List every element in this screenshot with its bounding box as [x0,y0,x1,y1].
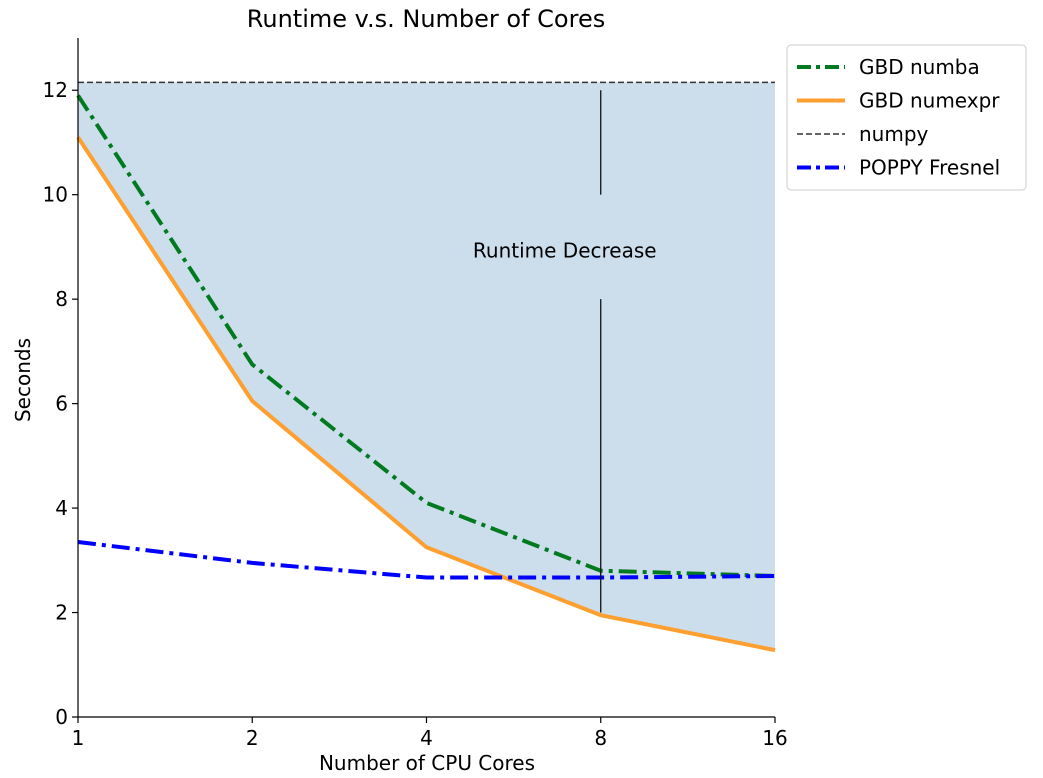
annotation-layer: Runtime Decrease [473,90,657,613]
x-tick-label: 4 [420,726,433,750]
legend-label-numpy: numpy [859,122,929,146]
legend-label-gbd-numexpr: GBD numexpr [859,89,1000,113]
legend-label-poppy-fresnel: POPPY Fresnel [859,156,1000,180]
legend: GBD numba GBD numexpr numpy POPPY Fresnel [786,44,1027,191]
y-tick-label: 8 [55,287,68,311]
x-axis-label: Number of CPU Cores [319,751,535,775]
y-tick-label: 4 [55,496,68,520]
series-lines-layer [76,81,776,653]
y-tick-label: 6 [55,392,68,416]
y-tick-label: 12 [43,78,68,102]
y-tick-label: 0 [55,705,68,729]
series-line-gbd-numba [76,94,776,578]
x-tick-label: 2 [246,726,259,750]
runtime-decrease-fill-layer [78,82,775,651]
legend-frame [786,44,1027,191]
legend-label-gbd-numba: GBD numba [859,55,980,79]
x-tick-label: 16 [762,726,787,750]
y-tick-label: 10 [43,183,68,207]
y-axis-label: Seconds [11,338,35,422]
series-line-gbd-numexpr [76,136,776,653]
x-tick-label: 8 [594,726,607,750]
chart-title: Runtime v.s. Number of Cores [247,5,605,33]
annotation-text: Runtime Decrease [473,238,657,262]
series-line-poppy-fresnel [77,540,776,580]
x-tick-label: 1 [72,726,85,750]
y-tick-label: 2 [55,601,68,625]
runtime-decrease-fill [78,82,775,651]
